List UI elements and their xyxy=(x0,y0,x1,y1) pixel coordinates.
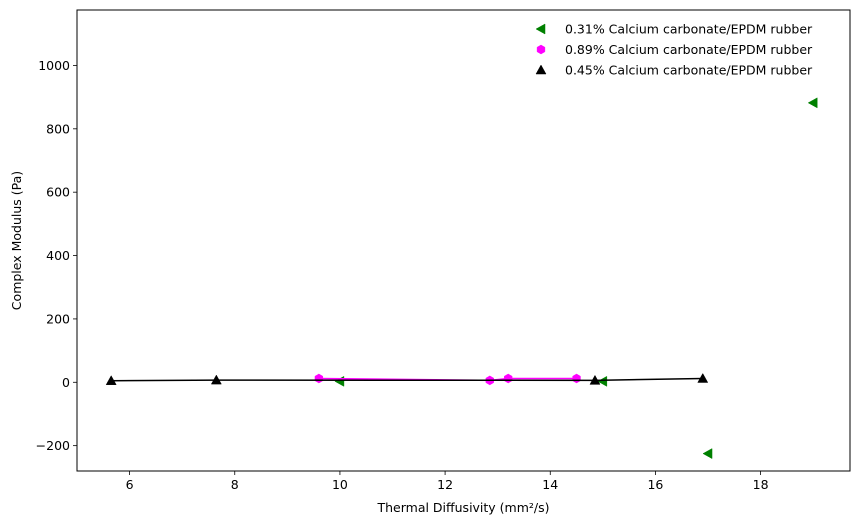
series-layer xyxy=(105,97,818,459)
plot-frame xyxy=(76,9,851,472)
x-tick-label: 10 xyxy=(332,477,348,492)
data-point xyxy=(572,373,581,384)
y-tick-label: 0 xyxy=(62,375,70,390)
y-axis-title: Complex Modulus (Pa) xyxy=(9,171,24,310)
series-line xyxy=(111,377,703,382)
y-tick-label: −200 xyxy=(36,438,70,453)
y-tick-label: 200 xyxy=(46,311,70,326)
data-point xyxy=(597,375,608,387)
legend-marker xyxy=(535,23,546,35)
x-tick-label: 16 xyxy=(647,477,663,492)
x-axis-title: Thermal Diffusivity (mm²/s) xyxy=(376,500,549,515)
x-tick-label: 6 xyxy=(126,477,134,492)
y-tick-label: 800 xyxy=(46,121,70,136)
data-point xyxy=(697,372,709,383)
x-tick-label: 8 xyxy=(231,477,239,492)
x-tick-label: 14 xyxy=(542,477,558,492)
series-line xyxy=(318,377,577,382)
x-axis: 6 8 10 12 14 16 18 xyxy=(126,471,769,492)
legend-label: 0.31% Calcium carbonate/EPDM rubber xyxy=(565,22,813,37)
legend: 0.31% Calcium carbonate/EPDM rubber 0.89%… xyxy=(535,22,813,78)
y-tick-label: 600 xyxy=(46,185,70,200)
legend-label: 0.45% Calcium carbonate/EPDM rubber xyxy=(565,63,813,78)
legend-label: 0.89% Calcium carbonate/EPDM rubber xyxy=(565,42,813,57)
legend-marker xyxy=(535,64,547,75)
data-point xyxy=(702,448,713,459)
data-point xyxy=(314,373,324,384)
y-axis: −200 0 200 400 600 800 1000 xyxy=(36,58,77,453)
x-tick-label: 12 xyxy=(437,477,453,492)
y-tick-label: 1000 xyxy=(38,58,70,73)
data-point xyxy=(589,374,601,385)
data-point xyxy=(807,97,818,109)
series-3 xyxy=(105,372,709,385)
data-point xyxy=(210,374,222,385)
legend-marker xyxy=(536,44,546,55)
x-tick-label: 18 xyxy=(753,477,769,492)
y-tick-label: 400 xyxy=(46,248,70,263)
series-1 xyxy=(334,97,818,459)
data-point xyxy=(504,373,513,384)
data-point xyxy=(105,375,117,385)
